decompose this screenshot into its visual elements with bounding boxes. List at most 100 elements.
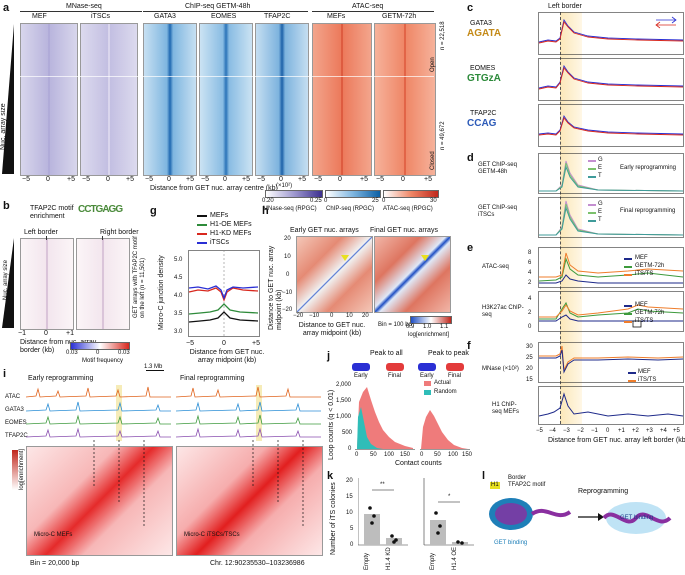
tick: +5 [252,340,260,347]
tick: −1 [591,428,598,434]
mnase-colorbar [265,190,323,198]
tick: 20 [362,313,369,319]
d-row-final: GET ChIP-seq iTSCs [478,205,517,218]
tick: 1.1 [440,324,449,330]
b-heatmap-right [76,238,130,330]
i-title-final: Final reprogramming [180,375,245,382]
l-reprogramming: Reprogramming [578,488,629,495]
tick: +5 [673,428,680,434]
d-legend-g-2: G [598,201,603,207]
g-xlabel: Distance from GET nuc. array midpoint (k… [189,349,265,364]
l-border: Border [508,475,527,481]
g-ylabel: Micro-C junction density [158,255,165,330]
j-early-bar-2 [418,363,436,371]
j-final-2: Final [448,373,462,379]
col-getm72: GETM-72h [382,13,417,20]
tick: 0 [222,340,226,347]
tick: 2,000 [336,382,352,388]
tick: 8 [528,250,532,256]
tick: +3 [646,428,653,434]
mnase-scale-exp: (×10²) [276,183,293,189]
tick: 0 [167,176,171,183]
h-arrow-final [421,255,429,261]
panel-b-letter: b [3,200,10,212]
tick: 15 [346,494,353,500]
tick: −20 [282,307,293,313]
border-line [560,12,561,424]
tick: +5 [242,176,250,183]
tick: 2 [528,310,532,316]
i-track-tfap2c: TFAP2C [5,433,28,439]
group-atac: ATAC-seq [352,3,384,10]
col-gata3: GATA3 [154,13,176,20]
tick: 0 [286,272,290,278]
tick: −4 [549,428,556,434]
tick: 3.0 [174,329,183,335]
i-map-mefs [26,446,173,556]
tick: −10 [309,313,320,319]
e-legend-its-2: iTS/TS [635,318,654,324]
tick: 2 [528,280,532,286]
tick: 3.5 [174,311,183,317]
panel-k-letter: k [327,470,334,482]
tick: +5 [186,176,194,183]
b-right-label: GET arrays with TFAP2C motif on the left… [133,236,146,318]
group-mnase: MNase-seq [66,3,102,10]
tick: 0 [44,330,48,337]
tick: 0.03 [66,350,78,356]
c-logo-tfap2c: CCAG [467,118,497,129]
g-legend-itscs: iTSCs [210,239,230,246]
g-legend-h1oe: H1-OE MEFs [210,221,252,228]
chip-min: 0 [324,198,328,204]
tick: 10 [346,510,353,516]
l-motif: TFAP2C motif [508,482,546,488]
tick: +5 [360,176,368,183]
k-group-empty-2: Empty [430,552,436,570]
f-legend-mef: MEF [638,369,651,375]
tick: 50 [370,452,377,458]
tick: −5 [257,176,265,183]
tick: 5 [350,526,354,532]
e-legend-getm72: GETM-72h [635,263,665,269]
tick: −5 [201,176,209,183]
d-row-early: GET ChIP-seq GETM-48h [478,162,517,175]
e-legend-mef: MEF [635,255,648,261]
j-final: Final [388,373,402,379]
tick: 4 [528,270,532,276]
tick: −5 [145,176,153,183]
heatmap-atac-mefs [312,23,372,176]
mnase-max: 0.25 [310,198,322,204]
j-title-all: Peak to all [370,350,403,357]
heatmap-chip-tfap2c [255,23,309,176]
h-bin: Bin = 100 bp [378,322,412,328]
tick: +1 [66,330,74,337]
tick: 0 [223,176,227,183]
h-arrow-early [341,255,349,261]
f-xlabel: Distance from GET nuc. array left border… [548,437,685,444]
tick: +5 [67,176,75,183]
tick: 100 [384,452,395,458]
c-logo-gata3: AGATA [467,28,502,39]
j-early-2: Early [420,373,434,379]
j-final-bar-2 [446,363,464,371]
tick: 0 [528,324,532,330]
tick: −5 [22,176,30,183]
j-hist-peak [420,410,470,450]
d-legend-t-2: T [598,217,602,223]
tick: 0 [348,446,352,452]
tick: 20 [346,478,353,484]
col-eomes: EOMES [211,13,237,20]
tick: 25 [526,355,533,361]
i-map-itscs [176,446,323,556]
e-plots [538,247,684,332]
f-legend-its: iTS/TS [638,377,657,383]
i-arrows [93,440,304,526]
mnase-scale-label: MNase-seq (RPGC) [263,206,317,212]
tick: 10 [284,254,291,260]
i-scalebar: 1.3 Mb [144,364,163,370]
col-mefs-atac: MEFs [327,13,346,20]
tick: 0 [350,542,354,548]
tick: +5 [298,176,306,183]
tick: −1 [18,330,26,337]
a-ylabel: Nuc. array size [0,103,7,150]
